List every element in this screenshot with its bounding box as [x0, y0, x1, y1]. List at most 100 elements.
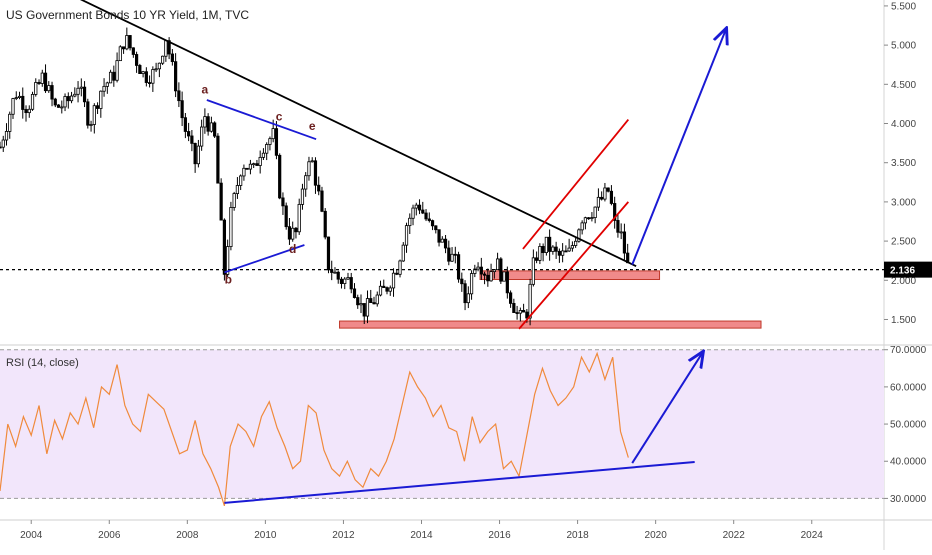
candle-body [460, 278, 464, 285]
candle-body [34, 82, 38, 95]
candle-body [82, 86, 87, 103]
time-tick-label: 2010 [254, 530, 277, 541]
candle-body [167, 40, 171, 55]
candle-body [508, 292, 513, 304]
time-tick-label: 2014 [410, 530, 433, 541]
candle-body [330, 269, 334, 273]
candle-body [190, 135, 194, 144]
candle-body [323, 210, 327, 238]
candle-body [53, 98, 57, 106]
candle-body [102, 85, 106, 92]
candle-body [580, 222, 584, 231]
candle-body [187, 131, 191, 137]
time-tick-label: 2008 [176, 530, 199, 541]
candle-body [359, 303, 363, 306]
candle-body [239, 175, 243, 186]
candle-body [177, 90, 181, 102]
candle-body [375, 294, 379, 305]
candle-body [382, 285, 386, 289]
last-price-box [884, 261, 932, 278]
candle-body [0, 146, 2, 149]
candle-body [144, 71, 148, 83]
candle-body [401, 244, 405, 262]
candle-body [258, 156, 262, 166]
candle-body [525, 311, 529, 319]
candle-body [174, 61, 178, 92]
candle-body [300, 188, 305, 205]
candle-body [151, 69, 155, 84]
candle-body [47, 85, 51, 92]
candle-body [437, 229, 441, 243]
candle-body [161, 55, 165, 64]
time-tick-label: 2016 [488, 530, 511, 541]
rsi-arrow-line [631, 353, 702, 464]
price-tick-label: 5.500 [891, 1, 916, 12]
candle-body [453, 253, 457, 256]
candle-body [574, 240, 578, 246]
candle-body [443, 238, 448, 249]
candle-body [112, 71, 116, 81]
candle-body [450, 253, 454, 262]
candle-body [535, 257, 539, 261]
downtrend-line [79, 0, 637, 267]
candle-body [502, 271, 506, 282]
price-tick-label: 4.000 [891, 119, 916, 130]
candle-body [154, 68, 158, 71]
candle-body [339, 278, 344, 284]
candle-body [590, 217, 594, 219]
candle-body [278, 154, 282, 199]
candle-body [232, 193, 236, 208]
candle-body [141, 71, 145, 74]
candle-body [424, 212, 428, 220]
candle-body [157, 62, 161, 70]
candle-body [609, 190, 614, 204]
candle-body [86, 101, 90, 126]
candle-body [372, 302, 376, 305]
candle-body [128, 35, 132, 49]
candle-body [297, 203, 301, 233]
candle-body [203, 116, 207, 128]
candle-body [333, 271, 337, 274]
candle-body [30, 94, 35, 110]
candle-body [284, 205, 288, 228]
candle-body [622, 231, 627, 254]
candle-body [108, 71, 113, 84]
candle-body [352, 288, 357, 298]
candle-body [76, 87, 80, 95]
projection-arrow-line [631, 29, 726, 265]
candle-body [317, 184, 321, 192]
candle-body [196, 145, 200, 165]
candle-body [268, 138, 272, 145]
candle-body [356, 297, 360, 306]
candle-body [411, 207, 415, 219]
candle-body [414, 204, 418, 209]
candle-body [310, 160, 314, 163]
candle-body [131, 47, 135, 55]
candle-body [369, 298, 373, 303]
candle-body [89, 124, 93, 126]
candle-body [434, 225, 438, 231]
candle-body [21, 95, 25, 110]
candle-body [43, 72, 48, 92]
candle-body [427, 218, 431, 221]
candle-body [417, 204, 422, 211]
price-tick-label: 4.500 [891, 80, 916, 91]
candle-body [180, 100, 184, 119]
candle-body [512, 303, 516, 313]
candle-body [14, 97, 18, 99]
candle-body [522, 310, 526, 313]
candle-body [463, 283, 467, 304]
candle-body [391, 272, 396, 289]
candle-body [362, 303, 366, 317]
candle-body [476, 266, 480, 270]
candle-body [213, 122, 217, 137]
candle-body [398, 260, 402, 275]
rsi-tick-label: 40.0000 [890, 457, 927, 468]
rsi-trendline-line [224, 460, 695, 504]
rsi-series-line [0, 351, 629, 507]
candle-body [557, 250, 561, 256]
candle-body [430, 220, 435, 227]
candle-body [505, 271, 509, 294]
